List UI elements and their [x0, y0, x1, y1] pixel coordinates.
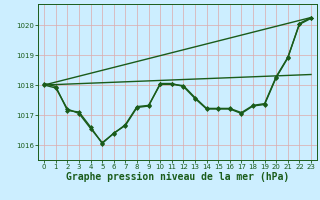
X-axis label: Graphe pression niveau de la mer (hPa): Graphe pression niveau de la mer (hPa)	[66, 172, 289, 182]
